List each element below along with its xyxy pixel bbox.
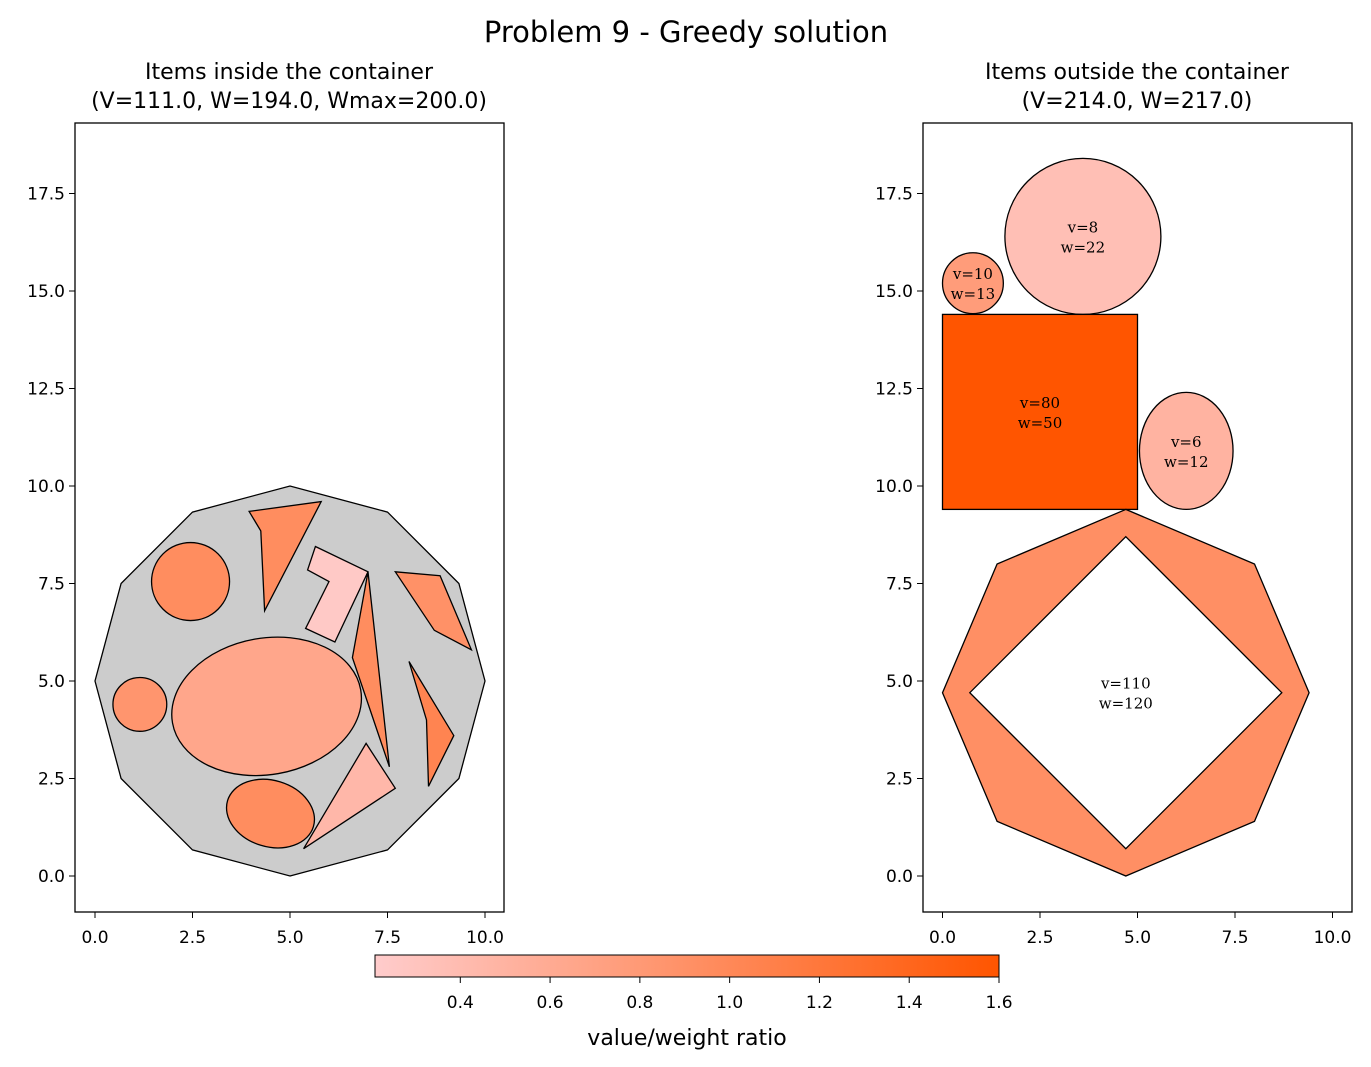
right-item-4-polygon-with-hole: [941, 508, 1310, 877]
right-title-line2: (V=214.0, W=217.0): [1022, 89, 1253, 114]
left-xtick-label: 2.5: [179, 928, 206, 948]
left-y-axis: 0.0 2.5 5.0 7.5 10.0 12.5 15.0 17.5: [27, 185, 75, 887]
right-item-3-value-label: v=6: [1170, 433, 1202, 451]
colorbar-tick-label: 1.4: [896, 993, 923, 1013]
left-ytick-label: 7.5: [38, 575, 65, 595]
right-xtick-label: 7.5: [1221, 928, 1248, 948]
left-xtick-label: 7.5: [374, 928, 401, 948]
right-xtick-label: 0.0: [929, 928, 956, 948]
colorbar-tick-label: 1.0: [716, 993, 743, 1013]
left-item-7-polygon: [394, 571, 473, 652]
left-shapes: [94, 485, 486, 877]
left-item-4-polygon: [248, 500, 323, 614]
right-xtick-label: 10.0: [1314, 928, 1352, 948]
colorbar-label: value/weight ratio: [587, 1026, 786, 1051]
right-item-2-weight-label: w=50: [1018, 414, 1063, 432]
right-item-4-weight-label: w=120: [1099, 695, 1153, 713]
figure-title: Problem 9 - Greedy solution: [484, 15, 888, 49]
left-ytick-label: 5.0: [38, 672, 65, 692]
right-title-line1: Items outside the container: [985, 60, 1290, 85]
colorbar: 0.4 0.6 0.8 1.0 1.2 1.4 1.6 value/weight ratio: [374, 954, 1013, 1051]
panel-inside: Items inside the container (V=111.0, W=1…: [27, 60, 505, 948]
left-xtick-label: 10.0: [466, 928, 504, 948]
colorbar-tick-label: 0.6: [537, 993, 564, 1013]
right-item-2-rect: [941, 313, 1139, 511]
right-ytick-label: 5.0: [886, 672, 913, 692]
left-ytick-label: 10.0: [27, 477, 65, 497]
left-xtick-label: 0.0: [81, 928, 108, 948]
right-ytick-label: 17.5: [875, 185, 913, 205]
right-x-axis: 0.0 2.5 5.0 7.5 10.0: [929, 912, 1351, 948]
left-item-0-circle: [150, 541, 231, 622]
right-item-2-value-label: v=80: [1019, 394, 1060, 412]
colorbar-tick-label: 1.2: [806, 993, 833, 1013]
left-item-9-polygon: [303, 742, 397, 850]
left-item-1-circle: [112, 676, 168, 732]
right-item-3-ellipse: [1138, 391, 1234, 511]
left-title-line2: (V=111.0, W=194.0, Wmax=200.0): [91, 89, 487, 114]
right-item-1-circle: [941, 252, 1004, 315]
left-title-line1: Items inside the container: [145, 60, 434, 85]
colorbar-tick-label: 0.8: [626, 993, 653, 1013]
left-ytick-label: 0.0: [38, 867, 65, 887]
right-y-axis: 0.0 2.5 5.0 7.5 10.0 12.5 15.0 17.5: [875, 185, 923, 887]
left-ytick-label: 12.5: [27, 380, 65, 400]
right-item-4-value-label: v=110: [1100, 675, 1151, 693]
left-ytick-label: 17.5: [27, 185, 65, 205]
right-xtick-label: 2.5: [1026, 928, 1053, 948]
left-ytick-label: 2.5: [38, 770, 65, 790]
right-item-0-value-label: v=8: [1067, 218, 1099, 236]
right-ytick-label: 2.5: [886, 770, 913, 790]
left-xtick-label: 5.0: [276, 928, 303, 948]
colorbar-tick-label: 0.4: [447, 993, 474, 1013]
colorbar-tick-label: 1.6: [985, 993, 1012, 1013]
left-x-axis: 0.0 2.5 5.0 7.5 10.0: [81, 912, 504, 948]
left-item-6-polygon: [351, 571, 391, 768]
right-ytick-label: 0.0: [886, 867, 913, 887]
panel-outside: Items outside the container (V=214.0, W=…: [875, 60, 1353, 948]
right-item-1-weight-label: w=13: [951, 285, 996, 303]
right-item-0-weight-label: w=22: [1061, 238, 1106, 256]
left-item-2-ellipse: [171, 636, 363, 777]
right-item-1-value-label: v=10: [952, 265, 993, 283]
right-ytick-label: 15.0: [875, 282, 913, 302]
left-item-8-polygon: [408, 661, 455, 787]
right-ytick-label: 7.5: [886, 575, 913, 595]
colorbar-ticks: 0.4 0.6 0.8 1.0 1.2 1.4 1.6: [447, 977, 1013, 1013]
right-ytick-label: 12.5: [875, 380, 913, 400]
right-item-3-weight-label: w=12: [1164, 453, 1209, 471]
right-ytick-label: 10.0: [875, 477, 913, 497]
left-item-3-ellipse: [225, 778, 316, 849]
left-ytick-label: 15.0: [27, 282, 65, 302]
colorbar-gradient: [374, 954, 1000, 978]
right-shapes: v=8 w=22 v=10 w=13 v=80 w=50 v=6 w=12 v=110 w=120: [941, 157, 1310, 877]
right-xtick-label: 5.0: [1124, 928, 1151, 948]
